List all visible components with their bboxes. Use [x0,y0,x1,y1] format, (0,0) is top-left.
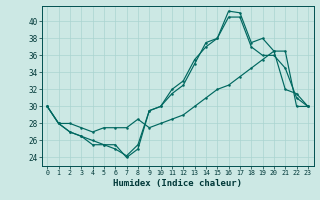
X-axis label: Humidex (Indice chaleur): Humidex (Indice chaleur) [113,179,242,188]
